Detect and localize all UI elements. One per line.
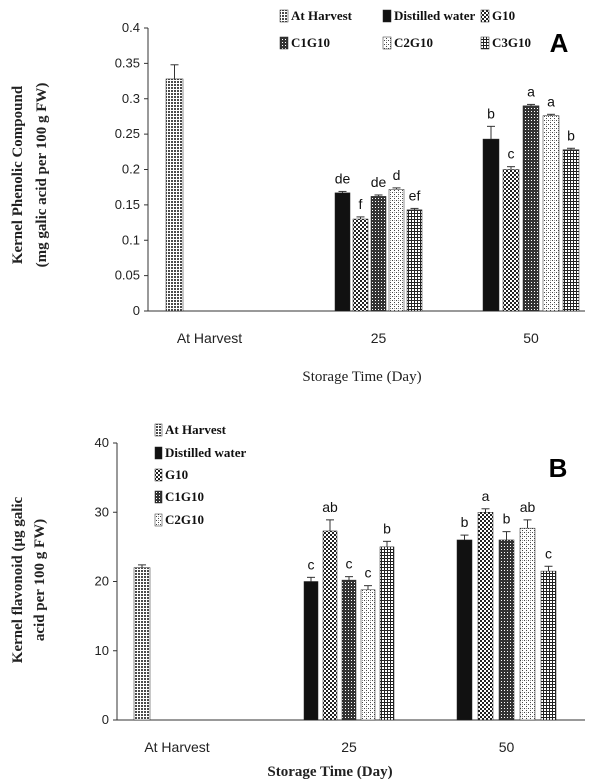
legend-label: G10 [165,467,188,482]
y-tick-label: 0 [102,712,109,727]
legend-swatch [382,9,392,23]
panel-label: A [550,28,569,58]
y-axis-title-line1: Kernel Phenolic Compound [10,85,26,264]
x-category-label: 25 [371,330,387,346]
bar [498,539,515,721]
legend-swatch [279,36,289,50]
significance-label: b [503,511,511,527]
y-tick-label: 0.4 [122,20,140,35]
bar [482,138,500,312]
legend-label: Distilled water [165,445,246,460]
x-category-label: At Harvest [144,739,209,755]
y-tick-label: 0.2 [122,162,140,177]
legend-label: C2G10 [165,512,204,527]
bar [303,581,319,721]
y-tick-label: 0.1 [122,232,140,247]
y-tick-label: 0.15 [115,197,140,212]
bar [519,527,536,721]
bar [379,546,395,721]
x-axis-title: Storage Time (Day) [302,369,421,385]
x-category-label: 50 [499,739,515,755]
legend-swatch [154,490,163,504]
bar [477,512,494,721]
significance-label: b [487,105,495,121]
bar [165,78,184,312]
significance-label: c [308,556,315,572]
significance-label: a [527,83,535,99]
bar [540,570,557,721]
bar [133,567,151,721]
significance-label: c [365,565,372,581]
x-category-label: At Harvest [177,330,242,346]
bar [360,589,376,721]
x-category-label: 25 [341,739,357,755]
significance-label: de [371,174,387,190]
legend-label: C2G10 [394,35,433,50]
y-tick-label: 0.3 [122,91,140,106]
legend-label: C3G10 [492,35,531,50]
legend: At Harvest Distilled water G10 C1G10 C2G10 C3… [279,8,531,50]
bar [352,218,369,312]
legend-label: At Harvest [165,422,227,437]
legend-label: C1G10 [291,35,330,50]
legend-swatch [154,513,163,527]
significance-label: a [482,488,490,504]
significance-label: ab [322,499,338,515]
legend-label: G10 [492,8,515,23]
bar [322,530,338,721]
bar [341,579,357,721]
legend-label: C1G10 [165,489,204,504]
legend-swatch [154,446,163,460]
significance-label: c [508,146,515,162]
legend-swatch [480,9,490,23]
legend-swatch [154,423,163,437]
y-tick-label: 30 [95,504,109,519]
significance-label: ef [409,187,421,203]
significance-label: b [461,514,469,530]
bar [522,105,540,312]
significance-label: c [346,556,353,572]
legend-swatch [382,36,392,50]
legend-label: Distilled water [394,8,475,23]
bar [388,189,405,312]
legend-swatch [154,468,163,482]
legend-label: At Harvest [291,8,353,23]
significance-label: a [547,93,555,109]
significance-label: ab [520,499,536,515]
x-category-label: 50 [523,330,539,346]
y-tick-label: 0.25 [115,126,140,141]
legend-swatch [480,36,490,50]
significance-label: c [545,545,552,561]
y-axis-title-line1: Kernel flavonoid (μg galic [10,496,26,663]
legend: At Harvest Distilled water G10 C1G10 C2G10 [154,422,246,527]
y-tick-label: 10 [95,643,109,658]
bar [456,539,473,721]
y-tick-label: 20 [95,574,109,589]
y-tick-label: 40 [95,435,109,450]
y-tick-label: 0 [133,303,140,318]
significance-label: b [567,127,575,143]
y-axis-title-line2: (mg galic acid per 100 g FW) [34,83,50,268]
bar [562,149,580,312]
y-axis-title-line2: acid per 100 g FW) [32,519,48,641]
x-axis-title: Storage Time (Day) [267,764,392,780]
y-tick-label: 0.35 [115,55,140,70]
y-tick-label: 0.05 [115,268,140,283]
bar [406,209,423,312]
chart-panel-a: 0 0.05 0.1 0.15 0.2 0.25 0.3 0.35 0.4 At Harvest 2… [10,8,585,385]
bar [370,196,387,312]
legend-swatch [279,9,289,23]
bar [502,169,520,312]
significance-label: d [393,167,401,183]
significance-label: de [335,170,351,186]
significance-label: f [359,196,363,212]
panel-label: B [549,453,568,483]
bar [334,192,351,312]
significance-label: b [383,520,391,536]
bar [542,115,560,312]
